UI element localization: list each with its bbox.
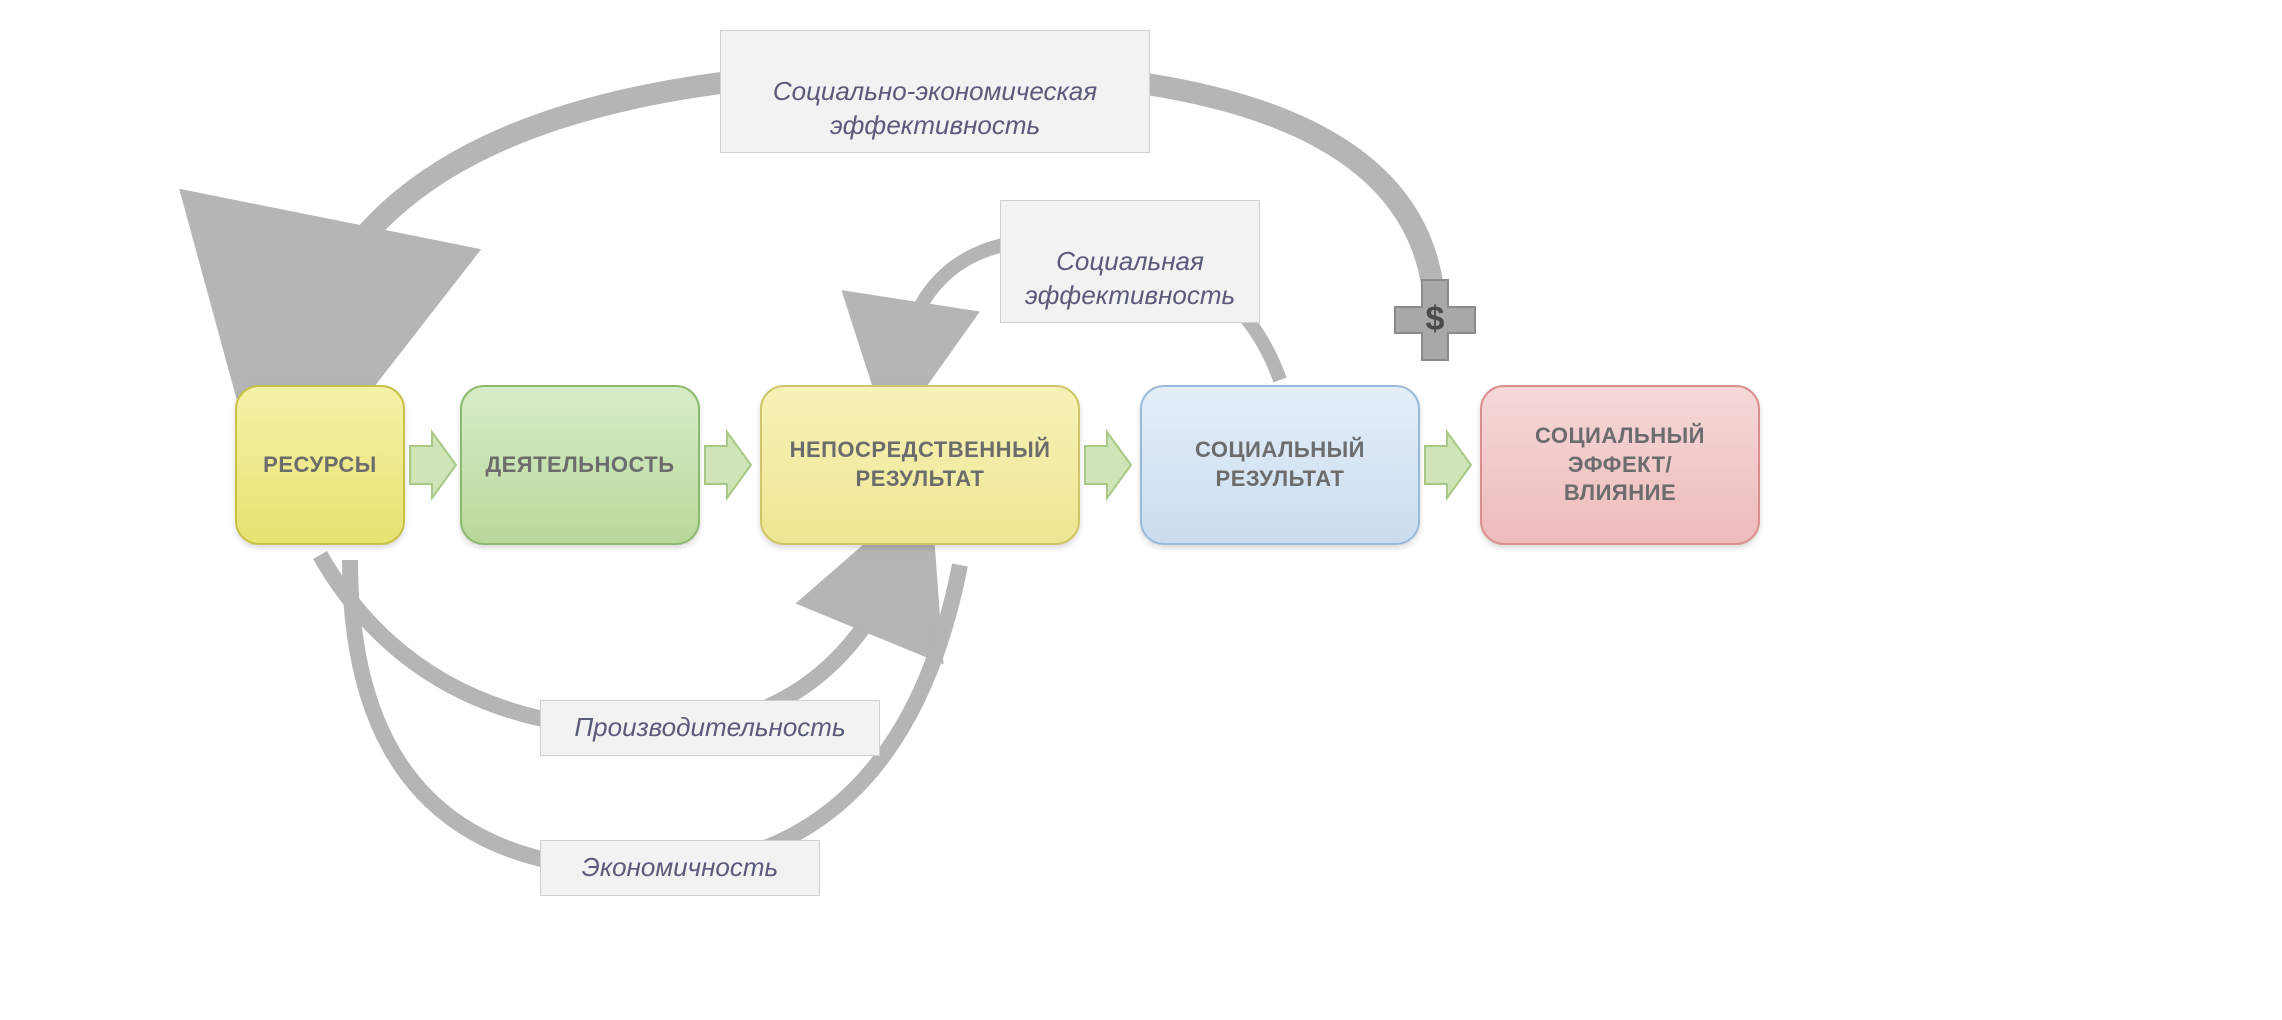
node-label: ДЕЯТЕЛЬНОСТЬ	[485, 451, 674, 480]
label-text: Производительность	[574, 712, 845, 742]
label-social-eff: Социальная эффективность	[1000, 200, 1260, 323]
label-productivity: Производительность	[540, 700, 880, 756]
label-socio-economic: Социально-экономическая эффективность	[720, 30, 1150, 153]
flow-arrow	[1083, 428, 1133, 502]
flow-arrow	[1423, 428, 1473, 502]
dollar-sign: $	[1426, 300, 1445, 338]
plus-dollar-icon: $	[1390, 275, 1480, 365]
node-resources: РЕСУРСЫ	[235, 385, 405, 545]
label-text: Экономичность	[582, 852, 778, 882]
node-label: СОЦИАЛЬНЫЙ РЕЗУЛЬТАТ	[1195, 436, 1365, 493]
node-social-effect: СОЦИАЛЬНЫЙ ЭФФЕКТ/ ВЛИЯНИЕ	[1480, 385, 1760, 545]
node-label: НЕПОСРЕДСТВЕННЫЙ РЕЗУЛЬТАТ	[790, 436, 1051, 493]
node-label: СОЦИАЛЬНЫЙ ЭФФЕКТ/ ВЛИЯНИЕ	[1535, 422, 1705, 508]
flow-diagram: РЕСУРСЫ ДЕЯТЕЛЬНОСТЬ НЕПОСРЕДСТВЕННЫЙ РЕ…	[0, 0, 2282, 1020]
node-activity: ДЕЯТЕЛЬНОСТЬ	[460, 385, 700, 545]
node-direct-result: НЕПОСРЕДСТВЕННЫЙ РЕЗУЛЬТАТ	[760, 385, 1080, 545]
node-social-result: СОЦИАЛЬНЫЙ РЕЗУЛЬТАТ	[1140, 385, 1420, 545]
flow-arrow	[408, 428, 458, 502]
label-text: Социально-экономическая эффективность	[773, 76, 1097, 140]
flow-arrow	[703, 428, 753, 502]
node-label: РЕСУРСЫ	[263, 451, 377, 480]
label-text: Социальная эффективность	[1025, 246, 1235, 310]
label-economy: Экономичность	[540, 840, 820, 896]
